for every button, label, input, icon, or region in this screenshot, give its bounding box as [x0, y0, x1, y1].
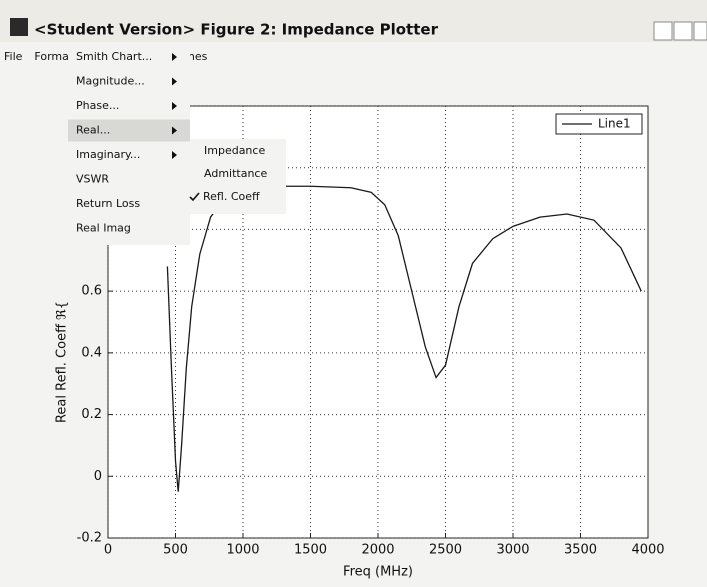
submenu-arrow — [172, 151, 177, 159]
x-tick-label: 3000 — [496, 543, 529, 558]
y-tick-label: 0.4 — [81, 345, 102, 360]
maximize-button[interactable] — [673, 21, 693, 41]
check-mark — [189, 192, 200, 202]
submenu-arrow — [172, 126, 177, 135]
menu-highlight — [68, 119, 190, 142]
submenu-item[interactable]: Refl. Coeff — [203, 190, 260, 203]
y-tick-label: 0 — [94, 469, 102, 484]
x-tick-label: 4000 — [631, 543, 664, 558]
x-tick-label: 3500 — [564, 543, 597, 558]
x-tick-label: 2000 — [361, 543, 394, 558]
submenu-arrow — [172, 53, 177, 61]
x-tick-label: 500 — [163, 543, 188, 558]
menu-item[interactable]: Real Imag — [76, 222, 131, 235]
legend-label: Line1 — [598, 117, 631, 131]
x-tick-label: 1500 — [294, 543, 327, 558]
y-tick-label: -0.2 — [77, 531, 102, 546]
app-icon — [10, 18, 28, 36]
real-submenu — [190, 139, 286, 214]
menu-item[interactable]: Magnitude... — [76, 75, 145, 88]
minimize-button[interactable] — [653, 21, 673, 41]
close-button[interactable] — [693, 21, 707, 41]
menu-item[interactable]: Imaginary... — [76, 148, 140, 161]
y-axis-label: Real Refl. Coeff ℜ{ — [55, 301, 70, 423]
format-menu — [68, 45, 190, 245]
x-tick-label: 1000 — [226, 543, 259, 558]
menu-bar-item[interactable]: Format — [34, 50, 73, 63]
y-tick-label: 0.6 — [81, 284, 102, 299]
submenu-arrow — [172, 102, 177, 110]
data-line — [166, 185, 642, 492]
legend — [555, 113, 643, 135]
submenu-arrow — [172, 77, 177, 86]
menu-item[interactable]: Smith Chart... — [76, 50, 152, 63]
menu-bar-item[interactable]: File — [4, 50, 23, 63]
x-tick-label: 0 — [104, 543, 112, 558]
submenu-item[interactable]: Admittance — [204, 167, 267, 180]
menu-item[interactable]: Phase... — [76, 99, 119, 112]
menu-item[interactable]: Real... — [76, 124, 110, 137]
x-axis-label: Freq (MHz) — [343, 565, 413, 580]
title-bar — [0, 0, 707, 42]
y-tick-label: 0.2 — [81, 407, 102, 422]
x-tick-label: 2500 — [429, 543, 462, 558]
submenu-item[interactable]: Impedance — [204, 144, 265, 157]
window-title: <Student Version> Figure 2: Impedance Pl… — [34, 21, 439, 39]
menu-item[interactable]: Return Loss — [76, 197, 140, 210]
menu-item[interactable]: VSWR — [76, 173, 109, 186]
